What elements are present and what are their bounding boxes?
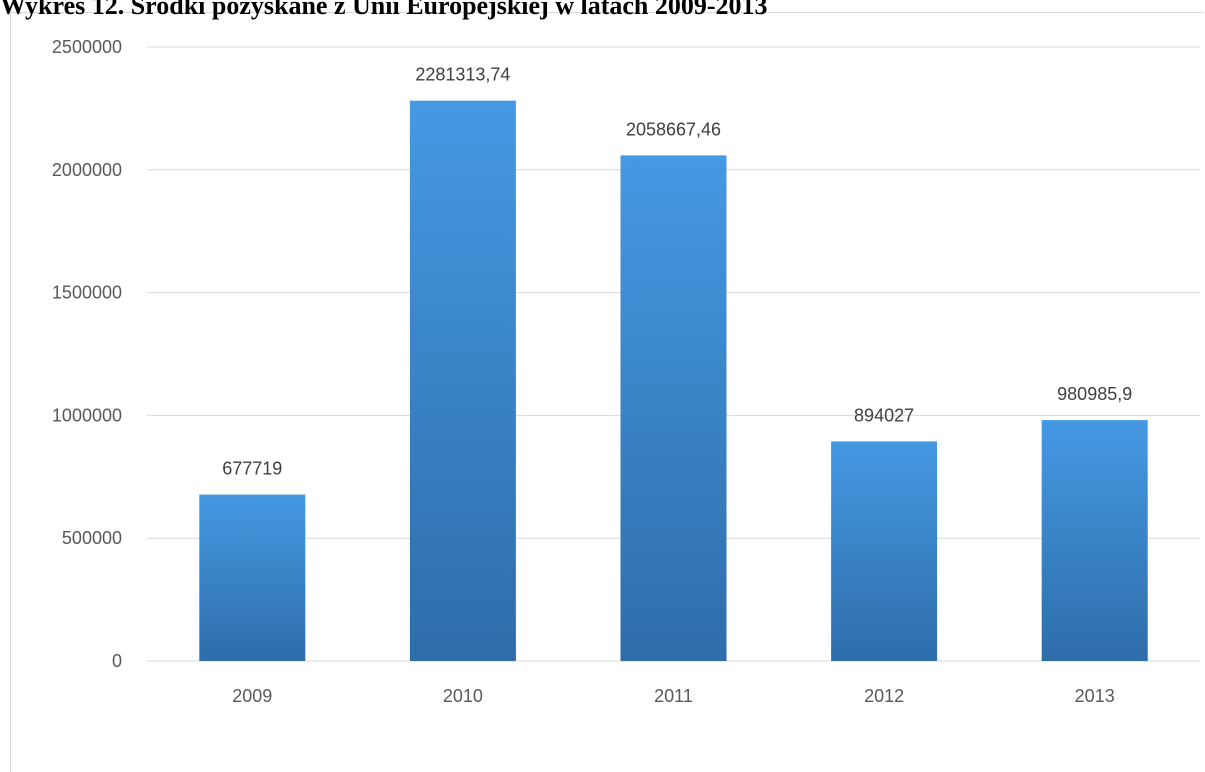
y-axis-tick-labels: 0 500000 1000000 1500000 2000000 2500000 [52,37,122,671]
data-label-2010: 2281313,74 [415,65,510,85]
x-tick-label-2011: 2011 [654,686,693,706]
bar-2011 [620,155,727,661]
data-label-2011: 2058667,46 [626,119,721,139]
bar-2010 [409,100,516,661]
y-tick-label: 500000 [62,528,122,548]
bars [199,100,1148,661]
y-tick-label: 2500000 [52,37,122,57]
bar-2013 [1041,420,1148,661]
data-label-2013: 980985,9 [1057,384,1132,404]
bar-2009 [199,494,306,661]
x-axis-tick-labels: 2009 2010 2011 2012 2013 [232,686,1114,706]
bar-2012 [831,441,938,661]
data-label-2009: 677719 [222,459,282,479]
x-tick-label-2009: 2009 [232,686,272,706]
data-labels: 677719 2281313,74 2058667,46 894027 980985,9 [222,65,1132,479]
y-tick-label: 1000000 [52,405,122,425]
x-tick-label-2010: 2010 [443,686,483,706]
data-label-2012: 894027 [854,405,914,425]
x-tick-label-2013: 2013 [1075,686,1115,706]
y-tick-label: 2000000 [52,160,122,180]
chart-frame [10,12,1204,772]
y-tick-label: 0 [112,651,122,671]
x-tick-label-2012: 2012 [864,686,904,706]
y-tick-label: 1500000 [52,283,122,303]
chart-title: Wykres 12. Środki pozyskane z Unii Europ… [0,0,768,20]
